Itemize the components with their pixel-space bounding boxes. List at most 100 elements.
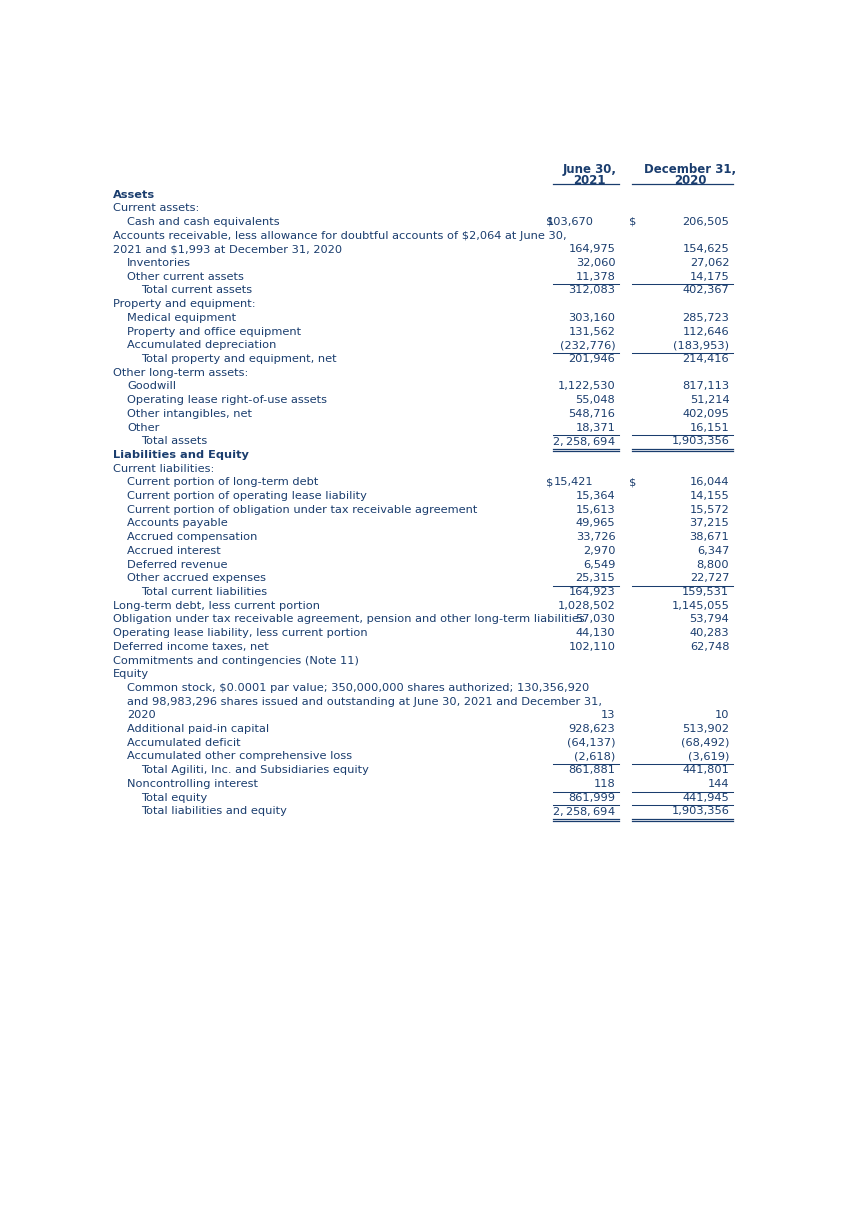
Text: $: $ xyxy=(545,477,553,487)
Text: 6,347: 6,347 xyxy=(697,546,729,556)
Text: Goodwill: Goodwill xyxy=(127,381,176,391)
Text: 303,160: 303,160 xyxy=(568,312,615,323)
Text: 144: 144 xyxy=(708,779,729,788)
Text: 1,145,055: 1,145,055 xyxy=(671,601,729,610)
Text: 10: 10 xyxy=(715,711,729,721)
Text: 1,122,530: 1,122,530 xyxy=(557,381,615,391)
Text: 44,130: 44,130 xyxy=(576,629,615,638)
Text: (64,137): (64,137) xyxy=(566,737,615,747)
Text: Total current assets: Total current assets xyxy=(141,286,252,295)
Text: 8,800: 8,800 xyxy=(696,559,729,569)
Text: Deferred revenue: Deferred revenue xyxy=(127,559,228,569)
Text: 441,945: 441,945 xyxy=(683,792,729,803)
Text: (183,953): (183,953) xyxy=(674,340,729,350)
Text: Operating lease right-of-use assets: Operating lease right-of-use assets xyxy=(127,395,327,406)
Text: Current assets:: Current assets: xyxy=(113,203,200,213)
Text: Equity: Equity xyxy=(113,670,149,679)
Text: 27,062: 27,062 xyxy=(690,258,729,268)
Text: 11,378: 11,378 xyxy=(576,271,615,282)
Text: Other accrued expenses: Other accrued expenses xyxy=(127,573,266,584)
Text: (3,619): (3,619) xyxy=(688,752,729,762)
Text: 2020: 2020 xyxy=(127,711,156,721)
Text: 53,794: 53,794 xyxy=(690,614,729,625)
Text: 38,671: 38,671 xyxy=(690,532,729,543)
Text: 154,625: 154,625 xyxy=(683,245,729,254)
Text: Accumulated deficit: Accumulated deficit xyxy=(127,737,241,747)
Text: Other long-term assets:: Other long-term assets: xyxy=(113,368,249,378)
Text: Long-term debt, less current portion: Long-term debt, less current portion xyxy=(113,601,320,610)
Text: June 30,: June 30, xyxy=(563,163,617,176)
Text: 32,060: 32,060 xyxy=(576,258,615,268)
Text: 102,110: 102,110 xyxy=(568,642,615,652)
Text: 312,083: 312,083 xyxy=(568,286,615,295)
Text: 1,903,356: 1,903,356 xyxy=(671,807,729,816)
Text: Accumulated depreciation: Accumulated depreciation xyxy=(127,340,277,350)
Text: 861,881: 861,881 xyxy=(568,765,615,775)
Text: December 31,: December 31, xyxy=(644,163,737,176)
Text: Operating lease liability, less current portion: Operating lease liability, less current … xyxy=(113,629,368,638)
Text: 2021 and $1,993 at December 31, 2020: 2021 and $1,993 at December 31, 2020 xyxy=(113,245,342,254)
Text: 49,965: 49,965 xyxy=(576,518,615,528)
Text: Noncontrolling interest: Noncontrolling interest xyxy=(127,779,258,788)
Text: 51,214: 51,214 xyxy=(690,395,729,406)
Text: 13: 13 xyxy=(601,711,615,721)
Text: 37,215: 37,215 xyxy=(690,518,729,528)
Text: 6,549: 6,549 xyxy=(583,559,615,569)
Text: $: $ xyxy=(629,477,636,487)
Text: 441,801: 441,801 xyxy=(682,765,729,775)
Text: Additional paid-in capital: Additional paid-in capital xyxy=(127,724,269,734)
Text: Assets: Assets xyxy=(113,190,155,200)
Text: 15,613: 15,613 xyxy=(576,505,615,515)
Text: 159,531: 159,531 xyxy=(682,587,729,597)
Text: 118: 118 xyxy=(593,779,615,788)
Text: 40,283: 40,283 xyxy=(690,629,729,638)
Text: 2020: 2020 xyxy=(674,174,706,186)
Text: 861,999: 861,999 xyxy=(568,792,615,803)
Text: (68,492): (68,492) xyxy=(681,737,729,747)
Text: 164,923: 164,923 xyxy=(568,587,615,597)
Text: 22,727: 22,727 xyxy=(690,573,729,584)
Text: $2,258,694 $: $2,258,694 $ xyxy=(551,805,615,817)
Text: 548,716: 548,716 xyxy=(568,409,615,419)
Text: 1,028,502: 1,028,502 xyxy=(557,601,615,610)
Text: 402,095: 402,095 xyxy=(682,409,729,419)
Text: Current portion of operating lease liability: Current portion of operating lease liabi… xyxy=(127,490,367,501)
Text: Total Agiliti, Inc. and Subsidiaries equity: Total Agiliti, Inc. and Subsidiaries equ… xyxy=(141,765,369,775)
Text: Current portion of long-term debt: Current portion of long-term debt xyxy=(127,477,319,487)
Text: Total property and equipment, net: Total property and equipment, net xyxy=(141,354,336,365)
Text: 201,946: 201,946 xyxy=(568,354,615,365)
Text: 14,155: 14,155 xyxy=(690,490,729,501)
Text: 14,175: 14,175 xyxy=(690,271,729,282)
Text: $2,258,694 $: $2,258,694 $ xyxy=(551,435,615,448)
Text: Medical equipment: Medical equipment xyxy=(127,312,236,323)
Text: Total assets: Total assets xyxy=(141,436,207,446)
Text: 15,421: 15,421 xyxy=(554,477,593,487)
Text: (232,776): (232,776) xyxy=(560,340,615,350)
Text: Liabilities and Equity: Liabilities and Equity xyxy=(113,450,249,460)
Text: Inventories: Inventories xyxy=(127,258,191,268)
Text: Commitments and contingencies (Note 11): Commitments and contingencies (Note 11) xyxy=(113,655,359,666)
Text: 16,151: 16,151 xyxy=(690,423,729,432)
Text: $: $ xyxy=(545,217,553,226)
Text: 214,416: 214,416 xyxy=(683,354,729,365)
Text: Current liabilities:: Current liabilities: xyxy=(113,464,214,474)
Text: Total current liabilities: Total current liabilities xyxy=(141,587,267,597)
Text: 164,975: 164,975 xyxy=(568,245,615,254)
Text: 928,623: 928,623 xyxy=(568,724,615,734)
Text: Other intangibles, net: Other intangibles, net xyxy=(127,409,252,419)
Text: 2021: 2021 xyxy=(573,174,606,186)
Text: 25,315: 25,315 xyxy=(576,573,615,584)
Text: 206,505: 206,505 xyxy=(682,217,729,226)
Text: 15,364: 15,364 xyxy=(576,490,615,501)
Text: 1,903,356: 1,903,356 xyxy=(671,436,729,446)
Text: Property and equipment:: Property and equipment: xyxy=(113,299,255,309)
Text: 33,726: 33,726 xyxy=(576,532,615,543)
Text: Common stock, $0.0001 par value; 350,000,000 shares authorized; 130,356,920: Common stock, $0.0001 par value; 350,000… xyxy=(127,683,589,693)
Text: Accrued interest: Accrued interest xyxy=(127,546,221,556)
Text: 15,572: 15,572 xyxy=(690,505,729,515)
Text: Accrued compensation: Accrued compensation xyxy=(127,532,257,543)
Text: 112,646: 112,646 xyxy=(683,327,729,337)
Text: 2,970: 2,970 xyxy=(583,546,615,556)
Text: Property and office equipment: Property and office equipment xyxy=(127,327,301,337)
Text: Deferred income taxes, net: Deferred income taxes, net xyxy=(113,642,269,652)
